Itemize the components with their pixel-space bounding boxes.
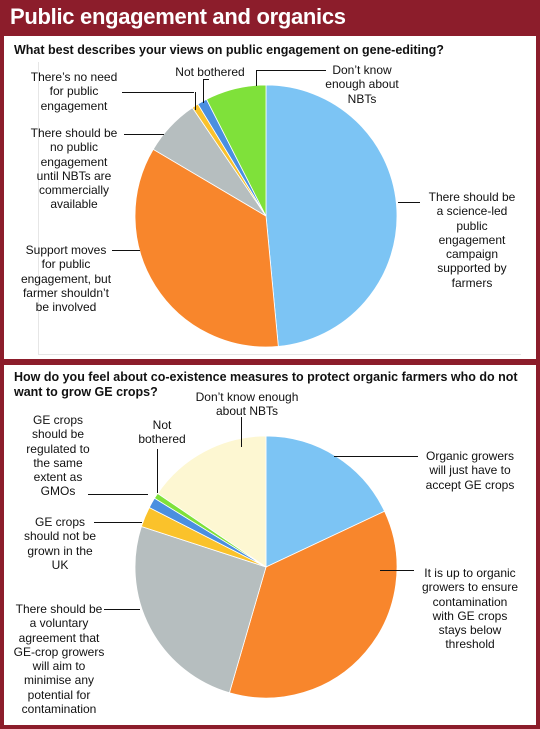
chart2-label-regulated-gmo: GE crops should be regulated to the same… (26, 413, 90, 499)
chart2-leader-not-bothered (157, 449, 158, 493)
pie-chart-2 (134, 435, 398, 699)
chart1-leader-dont-know (256, 70, 326, 71)
chart1-label-support-moves: Support moves for public engagement, but… (20, 243, 112, 315)
chart2-question: How do you feel about co-existence measu… (14, 370, 518, 399)
pie2-slice-2 (134, 526, 267, 694)
chart1-leader-not-bothered-v (203, 79, 204, 103)
chart2-leader-voluntary (104, 609, 140, 610)
pie1-slice-0 (265, 84, 398, 347)
section-divider (0, 359, 540, 365)
chart1-leader-support (112, 250, 140, 251)
chart2-label-not-bothered: Not bothered (138, 418, 186, 447)
chart2-leader-up-to (380, 570, 414, 571)
chart2-leader-not-grown (94, 522, 142, 523)
chart1-label-dont-know: Don’t know enough about NBTs (325, 63, 399, 106)
chart1-label-no-engagement-until-available: There should be no public engagement unt… (30, 126, 118, 212)
chart1-label-no-need: There’s no need for public engagement (30, 70, 118, 113)
page-title: Public engagement and organics (10, 4, 346, 29)
chart1-question: What best describes your views on public… (14, 43, 444, 57)
pie2-slice-6 (157, 435, 267, 568)
chart1-leader-science (398, 202, 420, 203)
chart2-label-accept-ge: Organic growers will just have to accept… (425, 449, 515, 492)
chart1-panel (38, 62, 521, 355)
chart2-label-dont-know: Don’t know enough about NBTs (195, 390, 299, 419)
chart2-leader-dont-know (241, 417, 242, 447)
pie1-slice-1 (134, 148, 279, 348)
pie1-slice-5 (205, 84, 267, 217)
chart2-leader-accept (334, 456, 418, 457)
chart1-leader-no-engagement (124, 134, 164, 135)
header-bar: Public engagement and organics (0, 0, 540, 36)
chart1-leader-not-bothered (203, 79, 209, 80)
chart1-leader-no-need-v (195, 92, 196, 110)
chart1-leader-dont-know-v (256, 70, 257, 86)
chart1-leader-no-need (122, 92, 194, 93)
chart2-label-up-to-organic: It is up to organic growers to ensure co… (421, 566, 519, 652)
pie2-slice-1 (228, 510, 398, 699)
pie-chart-1 (134, 84, 398, 348)
chart1-label-not-bothered: Not bothered (175, 65, 245, 79)
chart2-leader-regulated (88, 494, 148, 495)
chart2-label-not-grown: GE crops should not be grown in the UK (23, 515, 97, 572)
chart1-label-science-led-campaign: There should be a science-led public eng… (428, 190, 516, 290)
chart2-label-voluntary-agreement: There should be a voluntary agreement th… (13, 602, 105, 717)
